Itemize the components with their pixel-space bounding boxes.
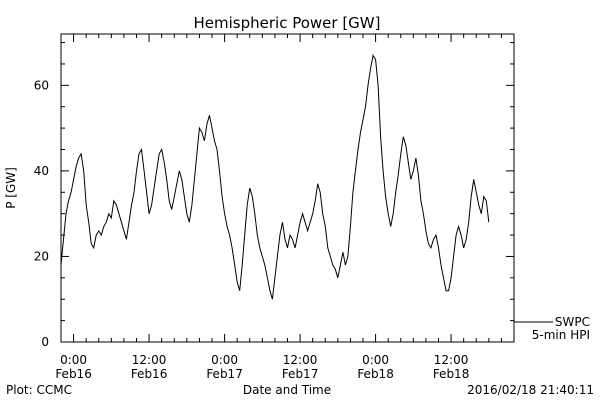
x-tick-label-time: 12:00 <box>434 353 469 367</box>
y-tick-label: 0 <box>41 335 49 349</box>
x-tick-label-time: 0:00 <box>60 353 87 367</box>
x-tick-label-time: 12:00 <box>283 353 318 367</box>
x-tick-label-date: Feb17 <box>206 367 243 381</box>
x-tick-label-date: Feb18 <box>433 367 470 381</box>
x-tick-label-date: Feb18 <box>357 367 394 381</box>
y-tick-label: 40 <box>34 164 49 178</box>
footer-left: Plot: CCMC <box>6 383 72 397</box>
x-tick-label-time: 12:00 <box>132 353 167 367</box>
x-tick-label-time: 0:00 <box>362 353 389 367</box>
legend-label-swpc: SWPC <box>555 315 590 329</box>
plot-border <box>60 33 515 343</box>
x-tick-label-date: Feb16 <box>55 367 92 381</box>
y-axis: 0 20 40 60 <box>34 42 514 349</box>
chart-title: Hemispheric Power [GW] <box>194 14 381 32</box>
x-tick-label-date: Feb16 <box>131 367 168 381</box>
plot-area <box>60 33 515 343</box>
x-axis-label: Date and Time <box>243 383 331 397</box>
y-tick-label: 60 <box>34 78 49 92</box>
series-line-swpc <box>60 53 490 300</box>
y-tick-label: 20 <box>34 249 49 263</box>
legend: SWPC 5-min HPI <box>514 315 590 342</box>
x-tick-label-time: 0:00 <box>211 353 238 367</box>
x-tick-label-date: Feb17 <box>282 367 319 381</box>
y-axis-label: P [GW] <box>4 167 18 209</box>
x-axis: 0:00Feb1612:00Feb160:00Feb1712:00Feb170:… <box>55 34 515 381</box>
footer-right: 2016/02/18 21:40:11 <box>467 383 594 397</box>
legend-label-hpi: 5-min HPI <box>532 328 590 342</box>
